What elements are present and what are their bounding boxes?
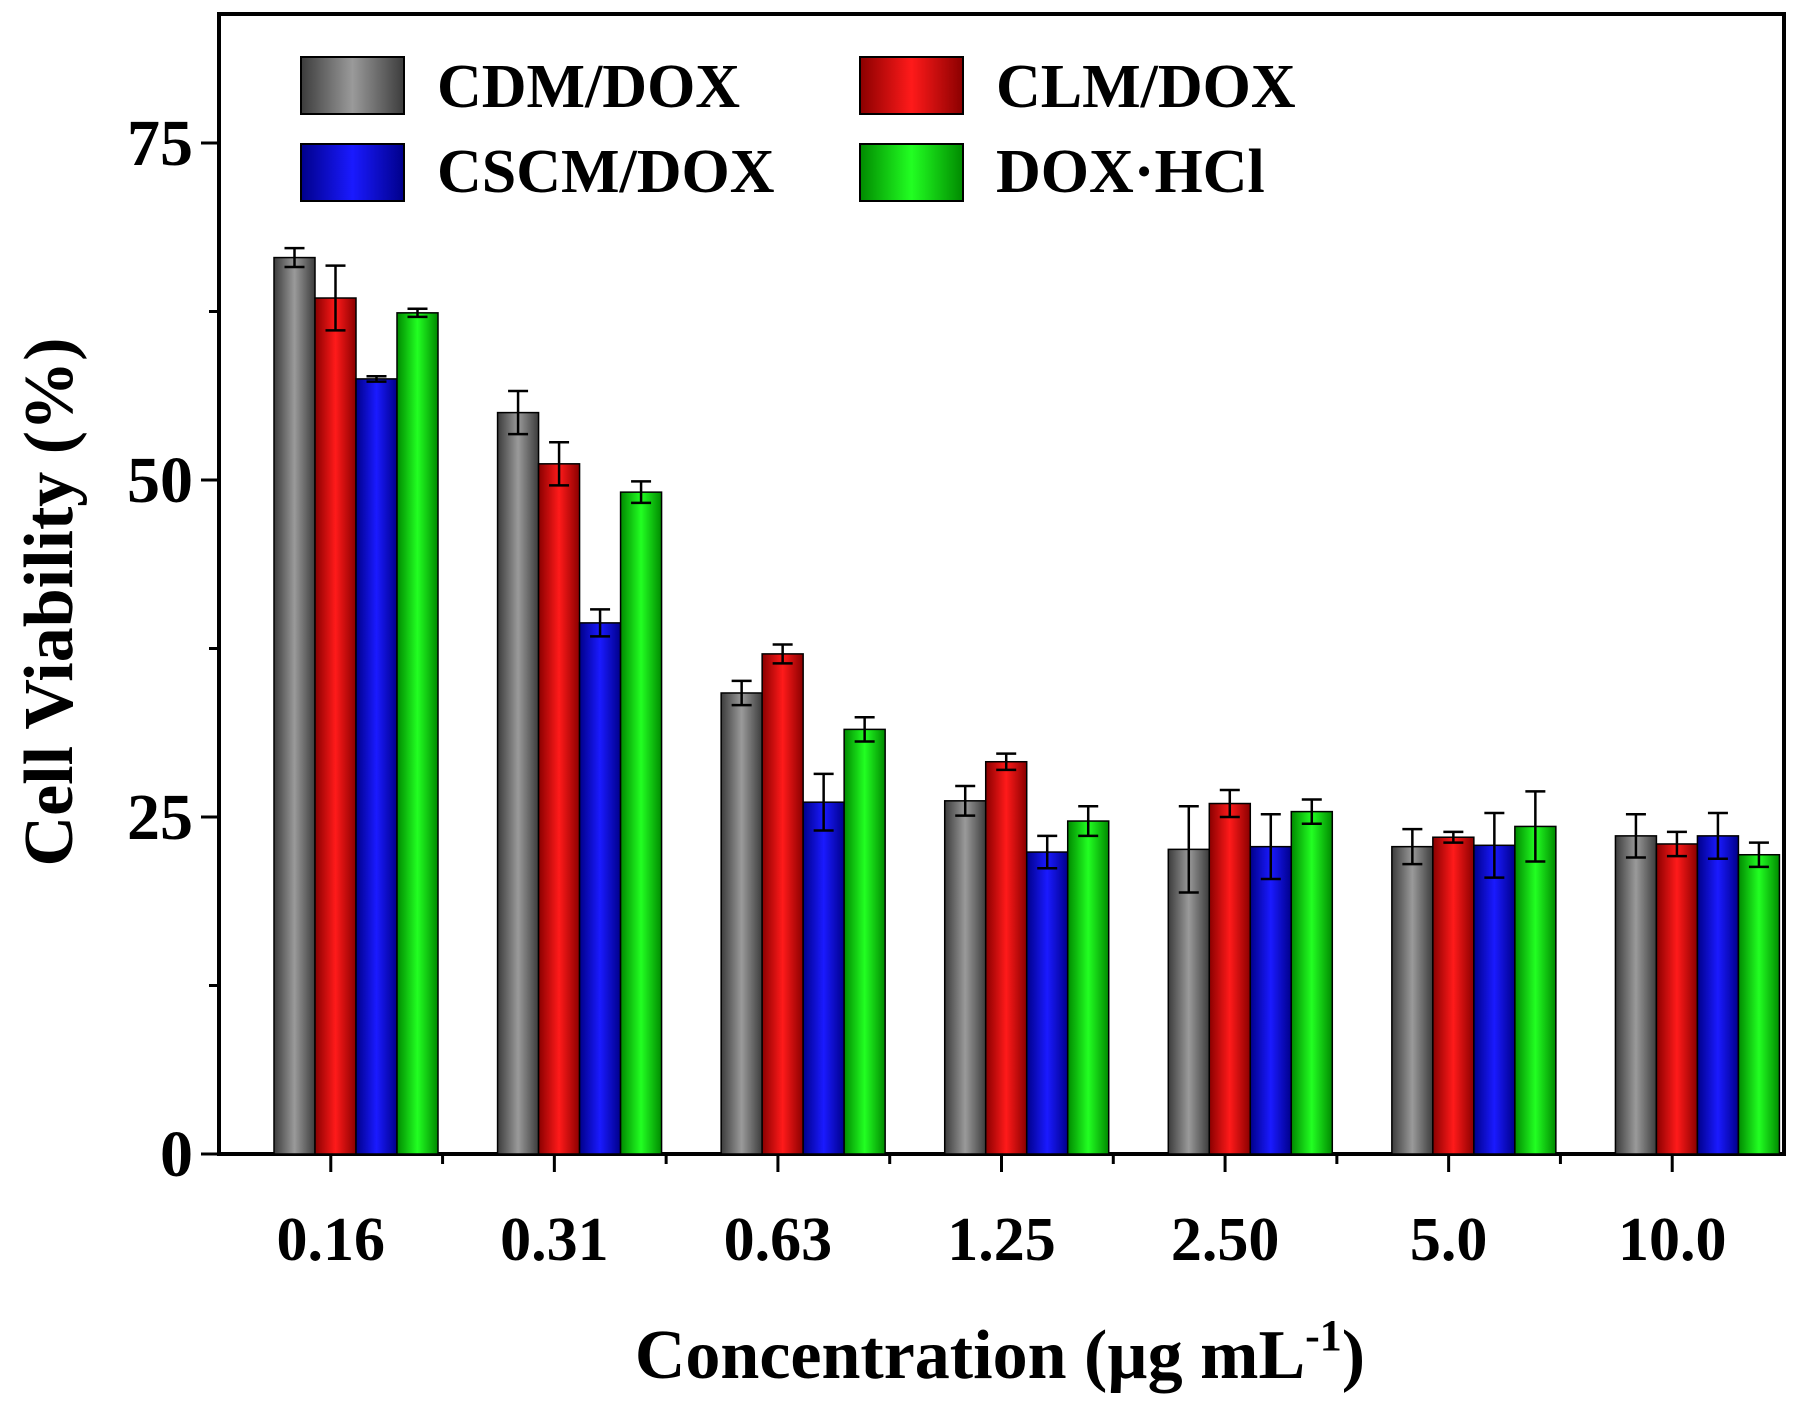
bar-CLM/DOX-5.0 [1432, 836, 1475, 1155]
bar-DOX·HCl-0.31 [619, 491, 663, 1155]
error-bar-CDM/DOX-2.50 [1178, 804, 1199, 894]
bar-CDM/DOX-1.25 [943, 800, 987, 1155]
bar-CLM/DOX-1.25 [984, 760, 1028, 1155]
bar-CDM/DOX-0.16 [273, 256, 316, 1155]
error-bar-CSCM/DOX-0.63 [813, 772, 834, 832]
bar-CDM/DOX-5.0 [1391, 845, 1434, 1155]
legend-swatch-doxhcl [859, 143, 964, 202]
legend-swatch-clm [859, 56, 964, 115]
bar-CLM/DOX-0.63 [761, 653, 804, 1155]
y-axis-title: Cell Viability (%) [11, 338, 88, 867]
error-bar-CDM/DOX-0.31 [508, 389, 529, 436]
bar-DOX·HCl-10.0 [1737, 853, 1781, 1155]
x-axis: 0.16 0.31 0.63 1.25 2.50 5.0 10.0 [277, 1154, 1727, 1274]
error-bar-DOX·HCl-5.0 [1525, 790, 1546, 863]
error-bar-CDM/DOX-5.0 [1402, 827, 1423, 866]
y-axis: 0 25 50 75 [127, 107, 219, 1191]
bar-CSCM/DOX-0.16 [355, 378, 398, 1155]
bar-DOX·HCl-5.0 [1514, 825, 1557, 1155]
error-bar-CLM/DOX-10.0 [1666, 830, 1687, 858]
bars-layer [273, 246, 1781, 1155]
bar-CSCM/DOX-2.50 [1249, 845, 1293, 1155]
bar-CSCM/DOX-0.63 [802, 801, 845, 1155]
error-bar-CLM/DOX-0.31 [549, 441, 570, 487]
error-bar-CSCM/DOX-2.50 [1260, 813, 1281, 881]
error-bar-DOX·HCl-0.16 [407, 307, 428, 319]
error-bar-CDM/DOX-0.63 [731, 679, 752, 707]
legend-label-cdm: CDM/DOX [437, 53, 740, 121]
bar-CLM/DOX-10.0 [1655, 843, 1699, 1155]
bar-CDM/DOX-0.31 [496, 411, 540, 1155]
x-axis-title-close: ) [1342, 1317, 1365, 1394]
x-axis-title-superscript: -1 [1305, 1311, 1342, 1360]
x-axis-title-main: Concentration (µg mL [635, 1317, 1305, 1394]
error-bar-CSCM/DOX-1.25 [1037, 834, 1058, 870]
bar-CSCM/DOX-10.0 [1696, 835, 1740, 1155]
x-tick-label: 1.25 [947, 1206, 1056, 1274]
y-tick-label: 0 [160, 1118, 193, 1191]
legend-swatch-cdm [300, 56, 405, 115]
error-bar-CSCM/DOX-5.0 [1484, 811, 1505, 879]
legend-label-cscm: CSCM/DOX [437, 138, 775, 206]
bar-CLM/DOX-0.16 [314, 297, 357, 1155]
y-tick-label: 50 [127, 444, 193, 517]
error-bar-DOX·HCl-0.63 [854, 715, 875, 743]
y-tick-label: 25 [127, 781, 193, 854]
error-bar-CSCM/DOX-0.31 [590, 608, 611, 638]
legend-label-doxhcl: DOX·HCl [996, 138, 1265, 206]
bar-DOX·HCl-2.50 [1290, 810, 1334, 1155]
error-bar-DOX·HCl-1.25 [1078, 804, 1099, 838]
legend-swatch-cscm [300, 143, 405, 202]
error-bar-CLM/DOX-1.25 [996, 752, 1017, 772]
error-bar-DOX·HCl-10.0 [1748, 841, 1769, 869]
error-bar-DOX·HCl-2.50 [1301, 798, 1322, 825]
error-bar-CLM/DOX-5.0 [1443, 830, 1464, 844]
bar-CSCM/DOX-0.31 [578, 622, 622, 1155]
error-bar-CDM/DOX-1.25 [955, 784, 976, 817]
bar-CLM/DOX-0.31 [537, 463, 581, 1155]
x-axis-title: Concentration (µg mL-1) [635, 1311, 1365, 1394]
bar-DOX·HCl-1.25 [1066, 820, 1110, 1155]
bar-CDM/DOX-0.63 [720, 692, 763, 1155]
x-tick-label: 5.0 [1410, 1206, 1488, 1274]
x-tick-label: 0.63 [724, 1206, 833, 1274]
error-bar-CDM/DOX-10.0 [1625, 813, 1646, 859]
error-bar-CLM/DOX-0.16 [325, 264, 346, 332]
x-tick-label: 0.16 [277, 1206, 386, 1274]
bar-CDM/DOX-10.0 [1614, 835, 1658, 1155]
bar-DOX·HCl-0.63 [843, 728, 886, 1155]
legend-label-clm: CLM/DOX [996, 53, 1296, 121]
legend: CDM/DOX CLM/DOX CSCM/DOX DOX·HCl [300, 53, 1296, 206]
error-bar-CSCM/DOX-0.16 [366, 374, 387, 383]
error-bar-CLM/DOX-0.63 [772, 643, 793, 665]
error-bar-CSCM/DOX-10.0 [1707, 811, 1728, 861]
x-tick-label: 0.31 [500, 1206, 609, 1274]
bar-DOX·HCl-0.16 [396, 312, 439, 1155]
error-bar-CDM/DOX-0.16 [284, 246, 305, 269]
x-tick-label: 2.50 [1171, 1206, 1280, 1274]
bar-CLM/DOX-2.50 [1208, 802, 1252, 1155]
error-bar-DOX·HCl-0.31 [631, 480, 652, 505]
bar-CSCM/DOX-1.25 [1025, 851, 1069, 1155]
bar-CSCM/DOX-5.0 [1473, 844, 1516, 1155]
y-tick-label: 75 [127, 107, 193, 180]
error-bar-CLM/DOX-2.50 [1219, 788, 1240, 819]
bar-CDM/DOX-2.50 [1167, 848, 1211, 1155]
x-tick-label: 10.0 [1618, 1206, 1727, 1274]
